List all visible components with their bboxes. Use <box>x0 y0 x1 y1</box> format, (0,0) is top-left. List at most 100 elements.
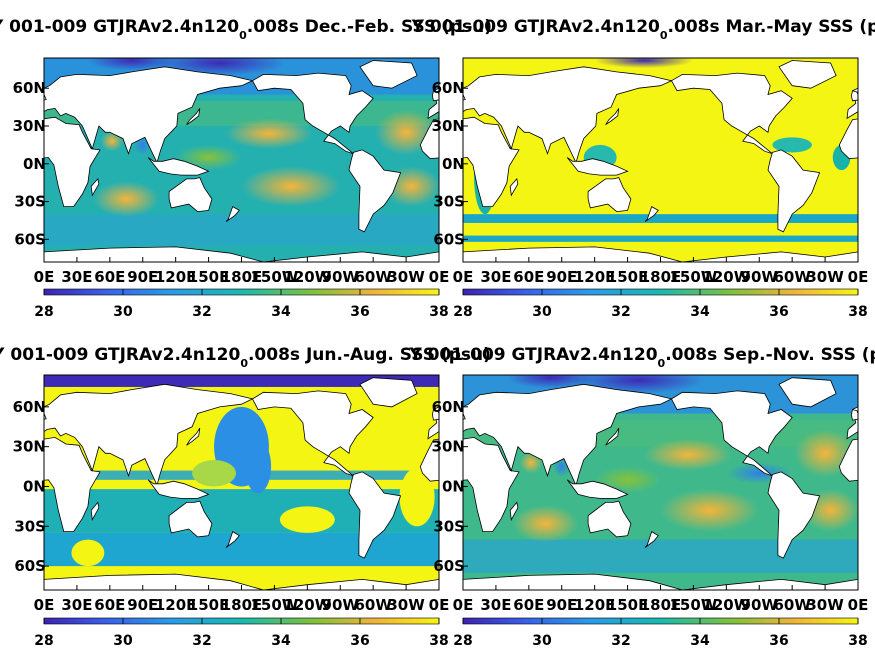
new-zealand-land <box>644 530 659 548</box>
greenland-land <box>359 377 418 408</box>
x-tick-label: 90E <box>127 596 158 614</box>
eurasia-land <box>463 383 673 487</box>
y-tick-label: 60N <box>432 79 465 97</box>
north-america-land <box>670 72 793 155</box>
x-tick-label: 60E <box>513 596 544 614</box>
sw-pacific-yellow <box>279 506 335 533</box>
colorbar-tick-label: 38 <box>848 633 867 649</box>
s-atlantic-yellow <box>399 467 435 527</box>
x-tick-label: 0E <box>453 596 474 614</box>
x-tick-label: 150W <box>669 268 717 286</box>
y-tick-label: 30N <box>432 117 465 135</box>
southern-ocean-band <box>44 214 439 246</box>
japan-land <box>186 427 201 446</box>
x-tick-label: 150W <box>669 596 717 614</box>
colorbar-tick-label: 32 <box>192 304 211 320</box>
eurasia-land <box>463 66 673 164</box>
japan-land <box>605 427 620 446</box>
uk-land <box>850 408 858 421</box>
indonesia-land <box>566 479 629 499</box>
y-tick-label: 0N <box>23 477 46 495</box>
antarctic-band <box>463 235 858 242</box>
x-tick-label: 120E <box>574 268 616 286</box>
indian-salinity-max <box>512 505 579 543</box>
y-tick-label: 0N <box>442 155 465 173</box>
x-tick-label: 60W <box>773 596 811 614</box>
x-tick-label: 90E <box>127 268 158 286</box>
colorbar-tick-label: 34 <box>271 304 291 320</box>
y-tick-label: 30N <box>432 438 465 456</box>
south-america-land <box>0 150 6 232</box>
x-tick-label: 120W <box>283 596 331 614</box>
x-tick-label: 30W <box>806 268 844 286</box>
x-tick-label: 180E <box>640 268 682 286</box>
x-tick-label: 30E <box>480 268 511 286</box>
map-panel-3: Y 001-009 GTJRAv2.4n1200.008s Jun.-Aug. … <box>0 345 491 649</box>
x-tick-label: 120E <box>155 596 197 614</box>
chart-title: Y 001-009 GTJRAv2.4n1200.008s Mar.-May S… <box>411 17 875 42</box>
colorbar-tick-label: 28 <box>453 304 472 320</box>
southern-yellow-band <box>463 225 858 236</box>
australia-land <box>587 500 632 538</box>
x-tick-label: 90W <box>322 268 360 286</box>
warm-pool-green <box>175 144 242 171</box>
y-tick-label: 60S <box>433 557 465 575</box>
southern-ocean-band <box>463 539 858 573</box>
x-tick-label: 150E <box>188 268 230 286</box>
southern-yellow-patch <box>71 539 105 567</box>
colorbar-tick-label: 32 <box>192 633 211 649</box>
x-tick-label: 60E <box>94 268 125 286</box>
africa-land <box>838 118 858 160</box>
y-tick-label: 30S <box>14 517 46 535</box>
y-tick-label: 60N <box>13 79 46 97</box>
chart-title: Y 001-009 GTJRAv2.4n1200.008s Sep.-Nov. … <box>408 345 875 370</box>
africa-land <box>419 438 439 482</box>
colorbar <box>462 617 859 625</box>
africa-land <box>44 436 101 532</box>
x-tick-label: 120W <box>283 268 331 286</box>
y-tick-label: 0N <box>23 155 46 173</box>
x-tick-label: 90E <box>546 268 577 286</box>
south-america-land <box>767 471 821 559</box>
africa-land <box>44 116 101 207</box>
eurasia-land <box>44 383 254 487</box>
x-tick-label: 90W <box>741 268 779 286</box>
greenland-land <box>778 60 837 89</box>
madagascar-land <box>509 501 519 521</box>
x-tick-label: 90W <box>322 596 360 614</box>
south-america-land <box>0 472 6 558</box>
x-tick-label: 0E <box>848 596 869 614</box>
caribbean-teal <box>772 137 812 153</box>
y-tick-label: 60N <box>13 398 46 416</box>
central-pacific-blue <box>244 440 272 494</box>
south-america-land <box>767 149 821 233</box>
colorbar-tick-label: 36 <box>769 633 788 649</box>
japan-land <box>186 108 201 126</box>
indonesia-land <box>147 479 210 499</box>
uk-land <box>463 412 466 420</box>
x-tick-label: 150E <box>188 596 230 614</box>
x-tick-label: 90W <box>741 596 779 614</box>
indonesia-land <box>566 157 629 176</box>
x-tick-label: 120E <box>155 268 197 286</box>
colorbar <box>462 288 859 296</box>
africa-land <box>419 118 439 160</box>
salinity-field <box>463 375 858 590</box>
colorbar-tick-label: 36 <box>350 304 369 320</box>
y-tick-label: 30S <box>433 517 465 535</box>
madagascar-land <box>509 178 519 197</box>
salinity-field <box>0 375 439 590</box>
greenland-land <box>359 60 418 89</box>
new-zealand-land <box>225 530 240 548</box>
southern-ocean-band <box>463 214 858 223</box>
x-tick-label: 0E <box>429 596 450 614</box>
colorbar-tick-label: 30 <box>113 633 133 649</box>
eurasia-land <box>44 66 254 164</box>
africa-land <box>463 116 520 207</box>
africa-land <box>463 436 520 532</box>
colorbar <box>43 617 440 625</box>
new-zealand-land <box>225 206 240 223</box>
colorbar-tick-label: 28 <box>34 633 53 649</box>
colorbar-tick-label: 32 <box>611 633 630 649</box>
y-tick-label: 30S <box>14 193 46 211</box>
